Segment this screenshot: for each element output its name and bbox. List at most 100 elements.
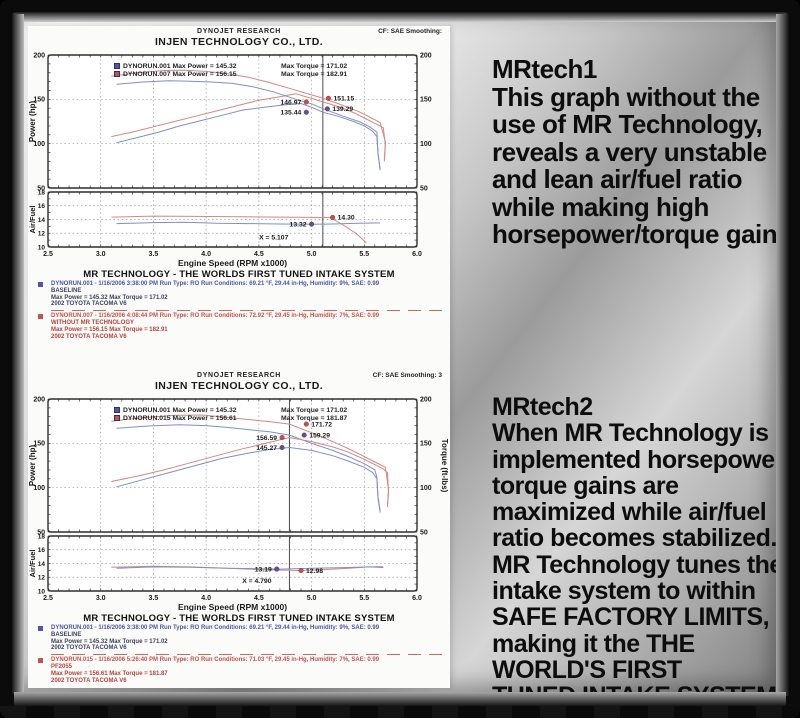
- af-ytick: 16: [38, 547, 46, 554]
- data-point-marker: [325, 95, 331, 101]
- xtick: 5.5: [359, 251, 369, 258]
- power-ytick: 200: [33, 396, 45, 403]
- run-swatch: [38, 626, 43, 631]
- airfuel-axis-label: Air/Fuel: [28, 550, 37, 578]
- data-point-marker: [303, 109, 309, 115]
- annotation-line: while making high: [492, 191, 709, 222]
- af-ytick: 10: [38, 244, 46, 251]
- smoothing-label: CF: SAE Smoothing: 3: [372, 372, 442, 379]
- legend-entry: DYNORUN.001 Max Power = 145.32 Max Torque…: [114, 406, 347, 414]
- data-point-marker: [303, 99, 309, 105]
- annotation-line: MRtech2: [492, 393, 593, 421]
- annotation-line: reveals a very unstable: [492, 136, 767, 167]
- inner-surface: DYNOJET RESEARCH INJEN TECHNOLOGY CO., L…: [24, 22, 776, 692]
- power-ytick: 50: [37, 185, 45, 192]
- xtick: 4.5: [254, 595, 264, 602]
- run-detail-line: 2002 TOYOTA TACOMA V6: [51, 645, 127, 652]
- plot-legend: DYNORUN.001 Max Power = 145.32 Max Torque…: [114, 406, 347, 422]
- data-point-marker: [330, 214, 336, 220]
- x-axis-label: Engine Speed (RPM x1000): [178, 258, 287, 268]
- xtick: 5.0: [307, 251, 317, 258]
- run-detail-line: DYNORUN.001 - 1/16/2006 3:38:00 PM Run T…: [51, 625, 380, 631]
- data-point-marker: [279, 445, 285, 451]
- data-point-marker: [303, 421, 309, 427]
- run-detail-line: DYNORUN.007 - 1/16/2006 4:08:44 PM Run T…: [51, 313, 380, 320]
- run-swatch: [38, 658, 43, 664]
- power-ytick: 100: [33, 485, 45, 492]
- legend-entry: DYNORUN.001 Max Power = 145.32 Max Torque…: [114, 62, 347, 70]
- af-ytick: 18: [38, 189, 46, 196]
- data-point-marker: [309, 221, 315, 227]
- annotation-line: WORLD'S FIRST: [492, 655, 682, 684]
- run-detail-entry: DYNORUN.015 - 1/16/2006 5:26:40 PM Run T…: [38, 657, 442, 684]
- plot-title: MR TECHNOLOGY - THE WORLDS FIRST TUNED I…: [83, 269, 395, 280]
- run-detail-line: Max Power = 145.32 Max Torque = 171.02: [51, 638, 168, 645]
- data-point-label: 145.27: [256, 445, 277, 452]
- af-ytick: 12: [38, 575, 46, 582]
- annotation-line: use of MR Technology,: [492, 109, 763, 139]
- dyno-chart-2: DYNOJET RESEARCH INJEN TECHNOLOGY CO., L…: [28, 370, 450, 684]
- legend-entry: DYNORUN.015 Max Power = 156.61 Max Torque…: [114, 414, 347, 422]
- data-point-marker: [279, 434, 285, 440]
- power-ytick: 200: [33, 52, 45, 59]
- frame-bevel-left: [12, 14, 24, 694]
- annotation-line: torque gains are: [492, 471, 679, 500]
- legend-label: DYNORUN.007 Max Power = 156.15: [123, 70, 237, 78]
- frame-bevel-bottom: [14, 692, 786, 706]
- af-run-001-curve: [116, 221, 381, 225]
- xtick: 4.0: [201, 251, 211, 258]
- data-point-label: 12.98: [306, 568, 323, 575]
- dyno-lab-name: DYNOJET RESEARCH: [197, 28, 281, 35]
- run-detail-line: 2002 TOYOTA TACOMA V6: [51, 677, 127, 684]
- airfuel-axis-label: Air/Fuel: [28, 206, 37, 234]
- af-run-001-curve: [116, 566, 384, 570]
- run-detail-line: DYNORUN.001 - 1/16/2006 3:38:00 PM Run T…: [51, 281, 380, 287]
- af-ytick: 14: [38, 217, 46, 224]
- x-axis-label: Engine Speed (RPM x1000): [178, 602, 287, 612]
- run-details: DYNORUN.001 - 1/16/2006 3:38:00 PM Run T…: [38, 625, 442, 684]
- xtick: 6.0: [412, 251, 422, 258]
- af-ytick: 16: [38, 203, 46, 210]
- annotation-block-mrtech1: MRtech1 This graph without the use of MR…: [492, 54, 776, 249]
- annotation-line: MR Technology tunes the: [492, 550, 776, 579]
- frame-bevel-top: [12, 12, 788, 22]
- run-detail-line: Max Power = 156.61 Max Torque = 181.87: [51, 670, 168, 677]
- legend-swatch: [114, 415, 120, 421]
- data-point-label: 13.32: [290, 221, 307, 228]
- data-point-marker: [324, 106, 330, 112]
- data-point-label: 13.19: [255, 566, 272, 573]
- data-point-label: 135.44: [281, 110, 302, 117]
- run-detail-line: 2002 TOYOTA TACOMA V6: [51, 301, 127, 308]
- annotation-line: This graph without the: [492, 81, 760, 112]
- torque-run-015-curve: [111, 414, 389, 506]
- run-detail-line: DYNORUN.015 - 1/16/2006 5:26:40 PM Run T…: [51, 657, 380, 664]
- dyno-sheet: DYNOJET RESEARCH INJEN TECHNOLOGY CO., L…: [28, 26, 450, 688]
- dyno-chart-1: DYNOJET RESEARCH INJEN TECHNOLOGY CO., L…: [28, 26, 450, 340]
- torque-ytick: 200: [420, 52, 432, 59]
- power-run-007-curve: [111, 93, 386, 162]
- annotation-line: ratio becomes stabilized.: [492, 524, 776, 553]
- power-panel: [47, 398, 418, 533]
- power-run-001-curve: [116, 447, 381, 513]
- data-point-marker: [301, 432, 307, 438]
- af-ytick: 10: [38, 588, 46, 595]
- xtick: 2.5: [43, 595, 53, 602]
- legend-swatch: [114, 71, 120, 77]
- data-point-label: 146.97: [281, 99, 302, 106]
- bottom-strip: [0, 706, 800, 718]
- xtick: 5.0: [307, 595, 317, 602]
- annotation-line: MRtech1: [492, 54, 597, 84]
- power-ytick: 100: [33, 141, 45, 148]
- data-point-marker: [298, 568, 304, 574]
- data-point-label: 171.72: [311, 421, 332, 428]
- data-point-label: 151.15: [333, 96, 354, 103]
- legend-torque-label: Max Torque = 181.87: [281, 414, 348, 422]
- run-detail-entry: DYNORUN.001 - 1/16/2006 3:38:00 PM Run T…: [38, 625, 442, 652]
- af-run-007-curve: [111, 215, 367, 244]
- run-detail-line: Max Power = 145.32 Max Torque = 171.02: [51, 294, 168, 301]
- annotation-line: and lean air/fuel ratio: [492, 164, 743, 194]
- annotation-line: TUNED INTAKE SYSTEM!: [492, 683, 776, 692]
- legend-swatch: [114, 407, 120, 413]
- xtick: 6.0: [412, 595, 422, 602]
